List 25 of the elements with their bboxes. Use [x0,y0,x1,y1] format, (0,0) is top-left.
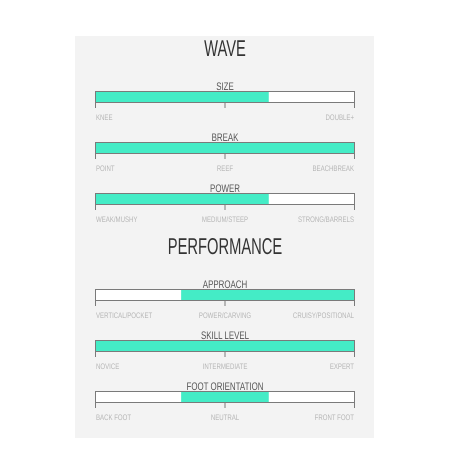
text: POINT [96,164,116,174]
chart-title: BREAK [212,132,239,144]
text: WAVE [204,36,246,62]
text: MEDIUM/STEEP [202,215,248,224]
text: PERFORMANCE [168,234,282,260]
text: INTERMEDIATE [202,362,248,372]
text: DOUBLE+ [325,113,354,122]
text: WEAK/MUSHY [96,215,138,224]
text: REEF [216,164,234,174]
text: BACK FOOT [96,413,132,422]
text: CRUISY/POSITIONAL [292,311,354,320]
text: NOVICE [96,362,120,372]
chart-title: SIZE [216,80,234,94]
text: STRONG/BARRELS [298,215,354,224]
text: POWER/CARVING [198,311,252,320]
text: FRONT FOOT [314,413,355,422]
text: BEACHBREAK [312,164,354,174]
text: VERTICAL/POCKET [96,311,153,320]
text: NEUTRAL [210,413,240,422]
chart-title: POWER [210,182,240,196]
chart-title: FOOT ORIENTATION [186,380,264,394]
text: EXPERT [330,362,355,372]
text: KNEE [96,113,113,122]
chart-title: APPROACH [202,278,248,292]
chart-title: SKILL LEVEL [200,330,250,342]
